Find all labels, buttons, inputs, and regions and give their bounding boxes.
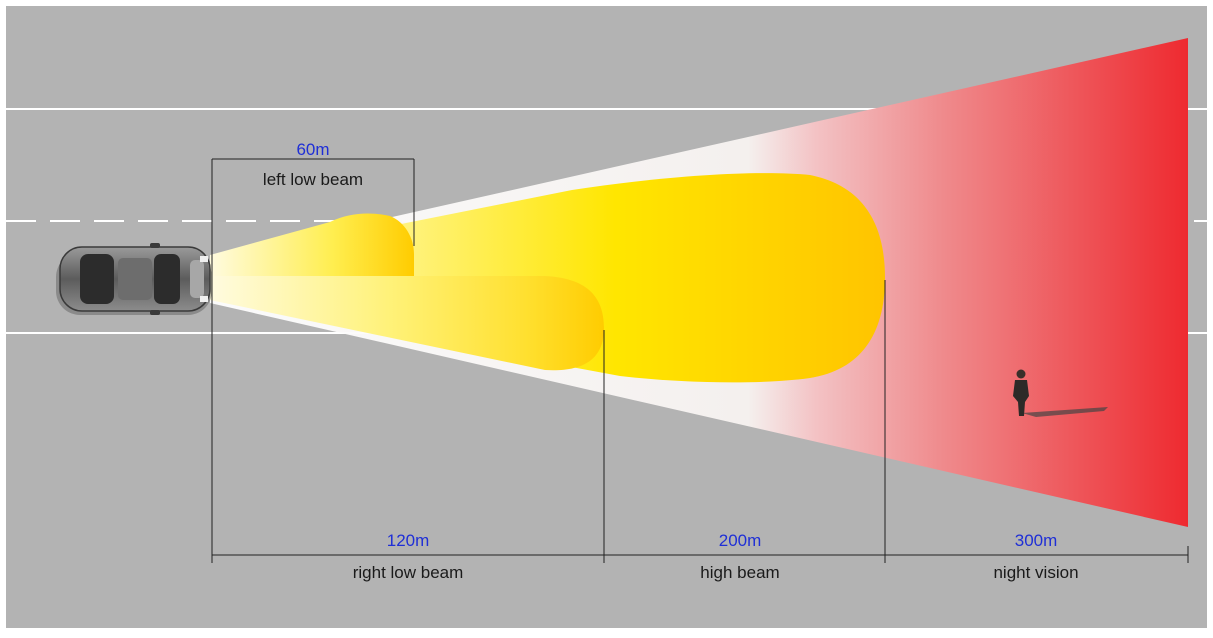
night-vision-distance: 300m xyxy=(1014,531,1058,550)
right-low-beam-lobe xyxy=(210,268,604,371)
high-beam-label: high beam xyxy=(700,563,780,582)
pedestrian-icon xyxy=(1013,369,1108,417)
dimension-lines xyxy=(211,158,1189,563)
left-low-beam-lobe xyxy=(210,213,414,276)
high-beam-distance: 200m xyxy=(718,531,762,550)
right-low-beam-distance: 120m xyxy=(386,531,430,550)
car-icon xyxy=(56,243,212,315)
left-low-beam-label: left low beam xyxy=(262,170,364,189)
left-low-beam-distance: 60m xyxy=(296,140,330,159)
night-vision-label: night vision xyxy=(993,563,1079,582)
right-low-beam-label: right low beam xyxy=(352,563,464,582)
